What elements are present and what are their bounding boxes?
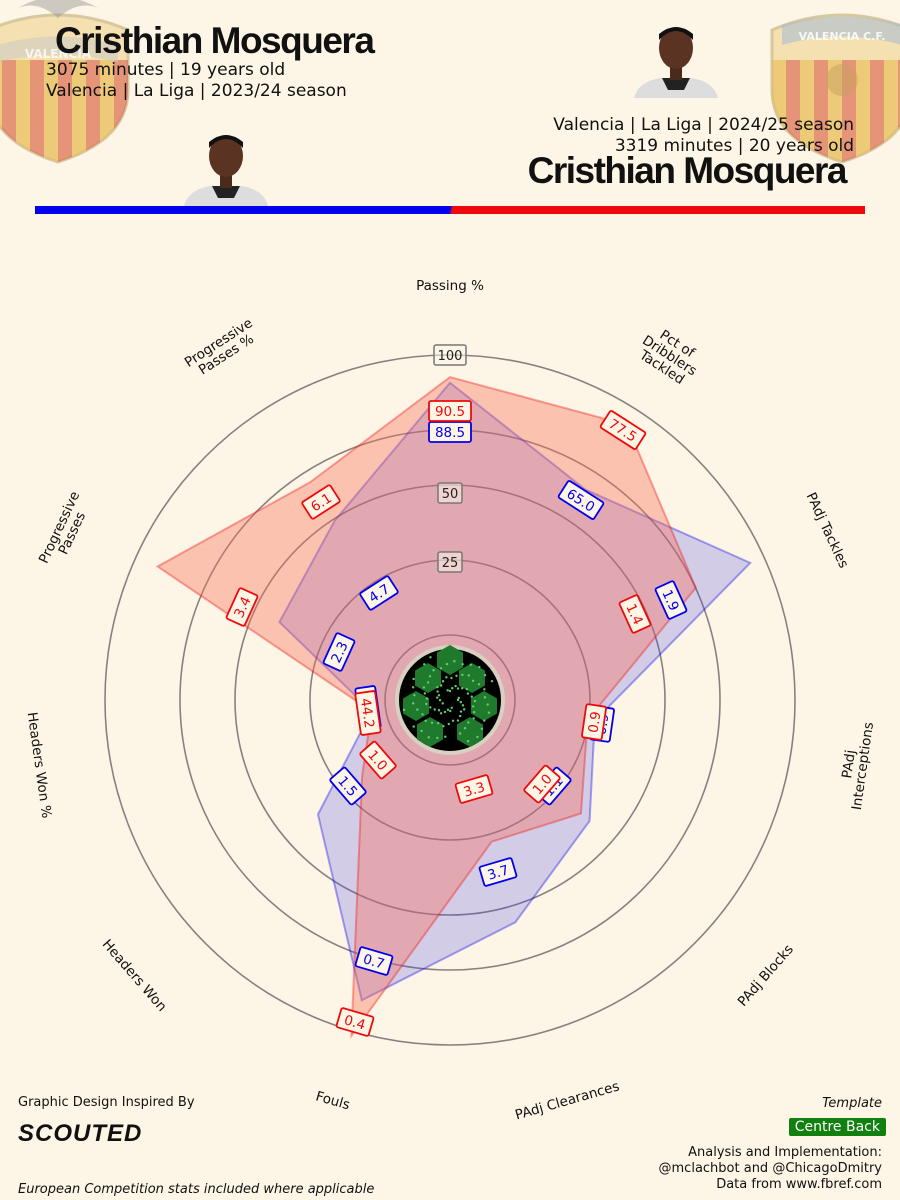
svg-text:25: 25	[442, 556, 459, 571]
player2-minutes-age: 3319 minutes | 20 years old	[614, 136, 854, 156]
crest-right-text: VALENCIA C.F.	[799, 30, 886, 43]
svg-text:Passing %: Passing %	[416, 278, 484, 294]
point-label-p2-6: 0.4	[335, 1007, 375, 1037]
radar-area-p1	[278, 381, 752, 1002]
radar-ring-labels: 25 50 100	[433, 344, 467, 573]
point-label-p1-2: 1.9	[654, 580, 688, 620]
svg-text:90.5: 90.5	[435, 404, 465, 420]
player2-name: Cristhian Mosquera	[527, 150, 848, 191]
point-label-p2-3: 0.9	[581, 703, 607, 741]
radar-point-labels: 88.565.01.90.91.13.70.71.544.22.34.790.5…	[225, 400, 688, 1037]
point-label-p2-8: 44.2	[354, 690, 382, 736]
player1-minutes-age: 3075 minutes | 19 years old	[46, 60, 286, 80]
valencia-crest-right: VALENCIA C.F.	[770, 13, 900, 164]
svg-text:Headers Won %: Headers Won %	[24, 711, 55, 819]
axis-label-2: PAdj Tackles	[803, 490, 852, 571]
svg-text:Fouls: Fouls	[314, 1088, 352, 1113]
axis-label-6: Fouls	[314, 1088, 352, 1113]
svg-text:0.9: 0.9	[586, 710, 605, 734]
analysis-credit: Analysis and Implementation:	[688, 1145, 882, 1160]
point-label-p1-0: 88.5	[428, 421, 472, 443]
svg-text:3.7: 3.7	[486, 862, 511, 883]
svg-text:PAdj: PAdj	[839, 749, 859, 780]
player2-color-bar	[440, 206, 865, 214]
point-label-p1-9: 2.3	[322, 632, 356, 672]
color-bar-blend	[440, 206, 462, 214]
point-label-p1-10: 4.7	[359, 575, 399, 611]
scouted-logo: SCOUTED	[18, 1120, 143, 1147]
axis-label-4: PAdj Blocks	[735, 942, 797, 1010]
point-label-p1-5: 3.7	[478, 857, 518, 887]
player1-photo	[182, 128, 270, 206]
svg-text:0.7: 0.7	[361, 951, 386, 972]
svg-text:50: 50	[442, 487, 459, 502]
point-label-p1-6: 0.7	[354, 946, 394, 976]
player2-photo	[632, 20, 720, 98]
ring-scale-label: 50	[437, 482, 463, 504]
svg-text:PAdj Tackles: PAdj Tackles	[803, 490, 852, 571]
axis-label-5: PAdj Clearances	[513, 1078, 621, 1123]
player1-color-bar	[35, 206, 460, 214]
design-credit: Graphic Design Inspired By	[18, 1095, 195, 1110]
valencia-crest-left: VALENCIA	[0, 0, 130, 164]
axis-label-7: Headers Won	[99, 936, 170, 1014]
radar-ring-0	[384, 634, 516, 766]
point-label-p2-5: 3.3	[454, 774, 494, 804]
point-label-p2-9: 3.4	[225, 587, 259, 627]
authors-credit: @mclachbot and @ChicagoDmitry	[658, 1161, 882, 1176]
player2-club-season: Valencia | La Liga | 2024/25 season	[553, 115, 854, 135]
axis-label-0: Passing %	[416, 278, 484, 294]
player1-name: Cristhian Mosquera	[55, 20, 375, 61]
football-icon	[395, 645, 505, 755]
point-label-p2-0: 90.5	[428, 400, 472, 422]
svg-text:Headers Won: Headers Won	[99, 936, 170, 1014]
svg-text:44.2: 44.2	[357, 697, 377, 729]
player1-club-season: Valencia | La Liga | 2023/24 season	[46, 81, 347, 101]
data-source: Data from www.fbref.com	[716, 1177, 882, 1192]
ring-scale-label: 100	[433, 344, 467, 366]
crest-left-text: VALENCIA	[25, 47, 92, 61]
competition-note: European Competition stats included wher…	[18, 1182, 375, 1197]
svg-text:PAdj Blocks: PAdj Blocks	[735, 942, 797, 1010]
svg-text:PAdj Clearances: PAdj Clearances	[513, 1078, 621, 1123]
point-label-p2-2: 1.4	[618, 594, 652, 634]
template-badge: Centre Back	[788, 1118, 886, 1136]
svg-text:0.4: 0.4	[342, 1012, 367, 1033]
svg-text:88.5: 88.5	[435, 425, 465, 441]
template-label: Template	[822, 1096, 882, 1111]
ring-scale-label: 25	[437, 551, 463, 573]
svg-text:100: 100	[438, 349, 463, 364]
svg-text:3.3: 3.3	[462, 779, 487, 800]
axis-label-8: Headers Won %	[24, 711, 55, 819]
